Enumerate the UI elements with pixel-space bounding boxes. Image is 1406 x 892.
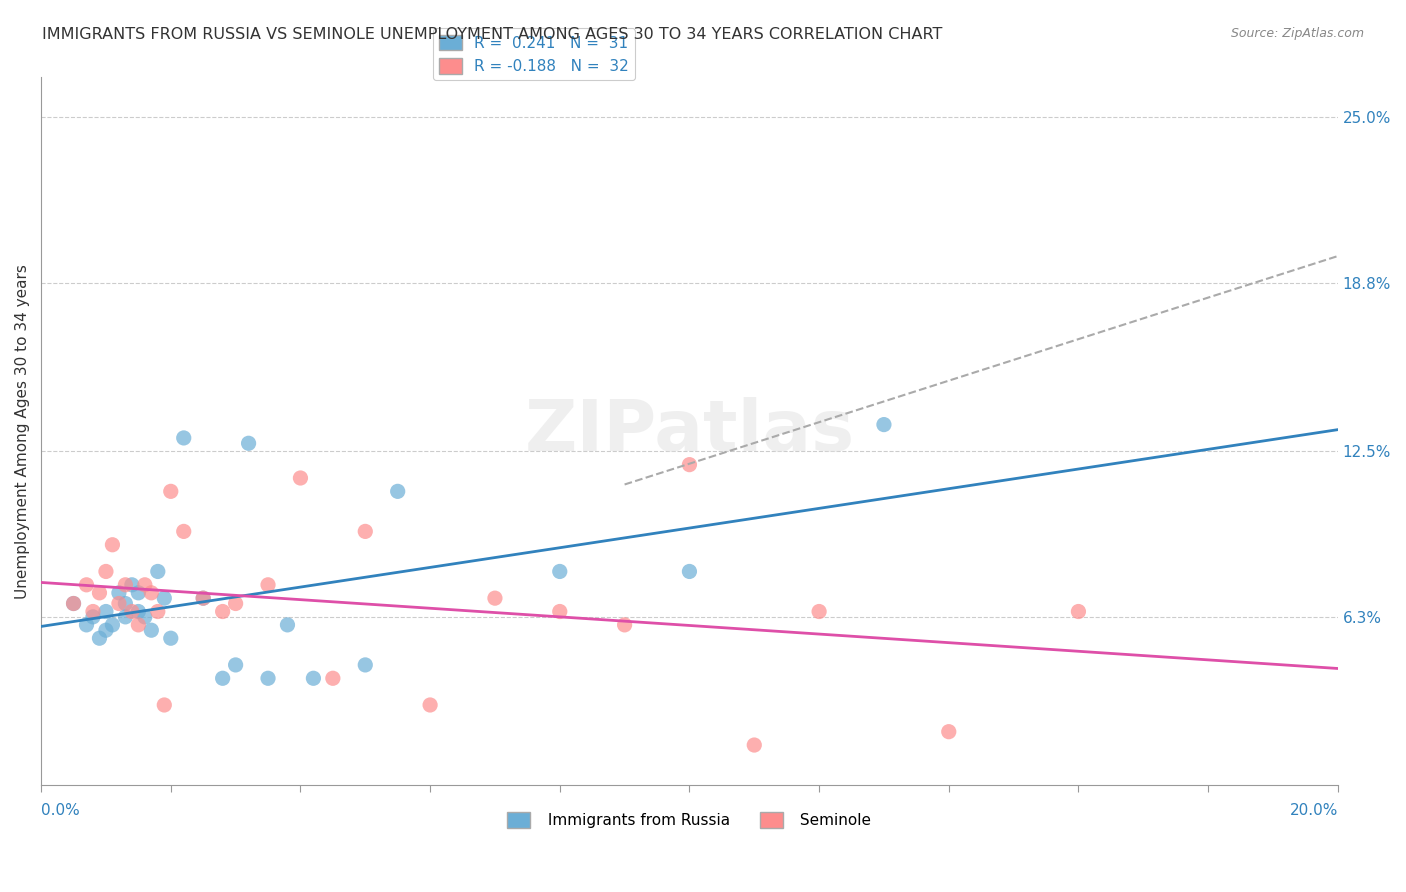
Point xyxy=(173,524,195,539)
Point xyxy=(173,431,195,445)
Point xyxy=(127,605,149,619)
Point xyxy=(114,597,136,611)
Point xyxy=(94,565,117,579)
Point xyxy=(101,618,124,632)
Point xyxy=(548,565,571,579)
Text: IMMIGRANTS FROM RUSSIA VS SEMINOLE UNEMPLOYMENT AMONG AGES 30 TO 34 YEARS CORREL: IMMIGRANTS FROM RUSSIA VS SEMINOLE UNEMP… xyxy=(42,27,942,42)
Point xyxy=(62,597,84,611)
Point xyxy=(159,631,181,645)
Point xyxy=(146,565,169,579)
Point xyxy=(76,578,98,592)
Point xyxy=(873,417,896,432)
Point xyxy=(127,618,149,632)
Point xyxy=(193,591,215,606)
Point xyxy=(276,618,298,632)
Legend:  Immigrants from Russia,  Seminole: Immigrants from Russia, Seminole xyxy=(502,805,877,834)
Point xyxy=(153,698,176,712)
Point xyxy=(108,586,131,600)
Point xyxy=(302,671,325,685)
Point xyxy=(62,597,84,611)
Point xyxy=(938,724,960,739)
Point xyxy=(134,610,156,624)
Point xyxy=(419,698,441,712)
Point xyxy=(211,605,233,619)
Point xyxy=(678,565,700,579)
Point xyxy=(322,671,344,685)
Point xyxy=(354,657,377,672)
Point xyxy=(89,631,111,645)
Point xyxy=(613,618,636,632)
Point xyxy=(1067,605,1090,619)
Point xyxy=(257,671,280,685)
Point xyxy=(114,578,136,592)
Point xyxy=(108,597,131,611)
Point xyxy=(808,605,831,619)
Point xyxy=(193,591,215,606)
Point xyxy=(94,605,117,619)
Point xyxy=(159,484,181,499)
Point xyxy=(141,586,163,600)
Text: ZIPatlas: ZIPatlas xyxy=(524,397,855,466)
Point xyxy=(76,618,98,632)
Point xyxy=(211,671,233,685)
Point xyxy=(121,578,143,592)
Point xyxy=(146,605,169,619)
Point xyxy=(121,605,143,619)
Point xyxy=(82,610,104,624)
Point xyxy=(89,586,111,600)
Point xyxy=(101,538,124,552)
Text: 0.0%: 0.0% xyxy=(41,803,80,818)
Point xyxy=(238,436,260,450)
Text: 20.0%: 20.0% xyxy=(1289,803,1337,818)
Point xyxy=(134,578,156,592)
Point xyxy=(225,597,247,611)
Point xyxy=(387,484,409,499)
Point xyxy=(678,458,700,472)
Point xyxy=(153,591,176,606)
Point xyxy=(290,471,312,485)
Point xyxy=(225,657,247,672)
Point xyxy=(82,605,104,619)
Y-axis label: Unemployment Among Ages 30 to 34 years: Unemployment Among Ages 30 to 34 years xyxy=(15,264,30,599)
Point xyxy=(114,610,136,624)
Point xyxy=(127,586,149,600)
Point xyxy=(548,605,571,619)
Text: Source: ZipAtlas.com: Source: ZipAtlas.com xyxy=(1230,27,1364,40)
Point xyxy=(257,578,280,592)
Point xyxy=(742,738,765,752)
Point xyxy=(141,624,163,638)
Point xyxy=(94,624,117,638)
Point xyxy=(484,591,506,606)
Point xyxy=(354,524,377,539)
